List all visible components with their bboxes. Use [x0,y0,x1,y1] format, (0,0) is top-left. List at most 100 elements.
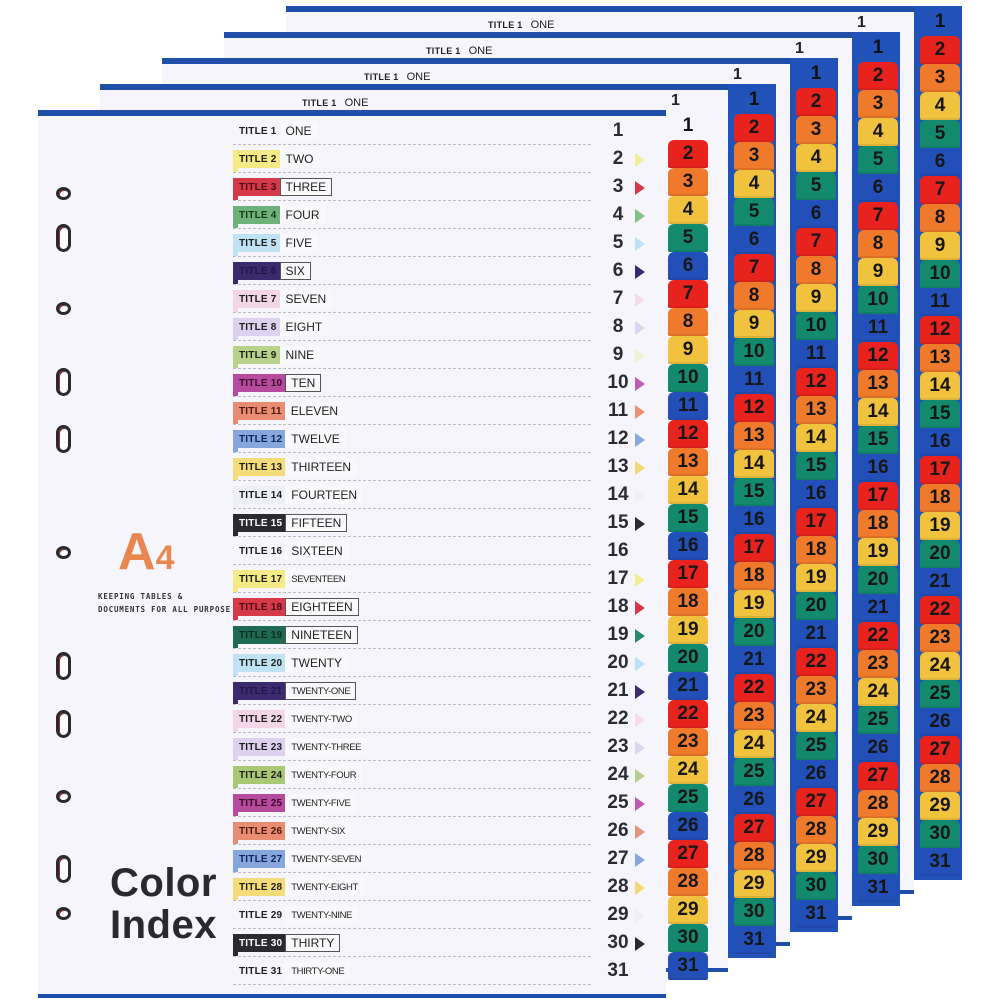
index-row[interactable]: TITLE 13 THIRTEEN 13 [231,454,661,482]
tab-11[interactable]: 11 [734,366,774,394]
tab-22[interactable]: 22 [734,674,774,702]
title-name[interactable]: EIGHT [279,318,329,336]
tab-11[interactable]: 11 [920,288,960,316]
tab-9[interactable]: 9 [668,336,708,364]
tab-21[interactable]: 21 [796,620,836,648]
index-row[interactable]: TITLE 21 TWENTY-ONE 21 [231,678,661,706]
tab-27[interactable]: 27 [858,762,898,790]
tab-2[interactable]: 2 [920,36,960,64]
tab-3[interactable]: 3 [858,90,898,118]
index-row[interactable]: TITLE 25 TWENTY-FIVE 25 [231,790,661,818]
tab-7[interactable]: 7 [920,176,960,204]
title-name[interactable]: TWENTY-TWO [285,710,358,728]
tab-28[interactable]: 28 [796,816,836,844]
tab-9[interactable]: 9 [858,258,898,286]
tab-28[interactable]: 28 [858,790,898,818]
tab-13[interactable]: 13 [920,344,960,372]
tab-17[interactable]: 17 [734,534,774,562]
title-name[interactable]: TWENTY-EIGHT [285,878,364,896]
tab-24[interactable]: 24 [668,756,708,784]
tab-17[interactable]: 17 [920,456,960,484]
tab-1[interactable]: 1 [872,37,884,58]
tab-26[interactable]: 26 [668,812,708,840]
title-name[interactable]: SIX [279,262,311,280]
index-row[interactable]: TITLE 2 TWO 2 [231,146,661,174]
tab-12[interactable]: 12 [858,342,898,370]
tab-23[interactable]: 23 [668,728,708,756]
tab-25[interactable]: 25 [858,706,898,734]
index-row[interactable]: TITLE 3 THREE 3 [231,174,661,202]
tab-26[interactable]: 26 [858,734,898,762]
tab-16[interactable]: 16 [668,532,708,560]
tab-9[interactable]: 9 [796,284,836,312]
tab-18[interactable]: 18 [668,588,708,616]
tab-28[interactable]: 28 [920,764,960,792]
tab-28[interactable]: 28 [668,868,708,896]
index-row[interactable]: TITLE 23 TWENTY-THREE 23 [231,734,661,762]
index-row[interactable]: TITLE 30 THIRTY 30 [231,930,661,958]
tab-5[interactable]: 5 [858,146,898,174]
tab-8[interactable]: 8 [734,282,774,310]
tab-15[interactable]: 15 [858,426,898,454]
tab-6[interactable]: 6 [858,174,898,202]
tab-23[interactable]: 23 [734,702,774,730]
tab-10[interactable]: 10 [920,260,960,288]
index-row[interactable]: TITLE 22 TWENTY-TWO 22 [231,706,661,734]
tab-8[interactable]: 8 [858,230,898,258]
tab-25[interactable]: 25 [668,784,708,812]
tab-26[interactable]: 26 [734,786,774,814]
tab-11[interactable]: 11 [796,340,836,368]
title-name[interactable]: THIRTY [285,934,341,952]
index-row[interactable]: TITLE 27 TWENTY-SEVEN 27 [231,846,661,874]
tab-4[interactable]: 4 [858,118,898,146]
tab-31[interactable]: 31 [858,874,898,902]
tab-7[interactable]: 7 [668,280,708,308]
title-name[interactable]: THIRTY-ONE [285,962,351,980]
tab-2[interactable]: 2 [858,62,898,90]
title-name[interactable]: NINE [279,346,321,364]
title-name[interactable]: TWELVE [285,430,346,448]
tab-12[interactable]: 12 [668,420,708,448]
tab-23[interactable]: 23 [858,650,898,678]
tab-29[interactable]: 29 [796,844,836,872]
tab-10[interactable]: 10 [796,312,836,340]
tab-6[interactable]: 6 [668,252,708,280]
title-name[interactable]: TWENTY-ONE [285,682,357,700]
tab-6[interactable]: 6 [734,226,774,254]
title-name[interactable]: FIFTEEN [285,514,348,532]
title-name[interactable]: TWENTY-NINE [285,906,358,924]
tab-25[interactable]: 25 [920,680,960,708]
tab-24[interactable]: 24 [796,704,836,732]
title-name[interactable]: ELEVEN [284,402,345,420]
tab-22[interactable]: 22 [920,596,960,624]
tab-22[interactable]: 22 [668,700,708,728]
tab-28[interactable]: 28 [734,842,774,870]
tab-30[interactable]: 30 [920,820,960,848]
tab-20[interactable]: 20 [858,566,898,594]
tab-15[interactable]: 15 [920,400,960,428]
tab-19[interactable]: 19 [668,616,708,644]
title-name[interactable]: THIRTEEN [285,458,358,476]
tab-4[interactable]: 4 [920,92,960,120]
tab-29[interactable]: 29 [920,792,960,820]
tab-7[interactable]: 7 [796,228,836,256]
tab-2[interactable]: 2 [734,114,774,142]
tab-12[interactable]: 12 [796,368,836,396]
tab-1[interactable]: 1 [682,115,694,136]
index-row[interactable]: TITLE 4 FOUR 4 [231,202,661,230]
tab-21[interactable]: 21 [668,672,708,700]
index-row[interactable]: TITLE 14 FOURTEEN 14 [231,482,661,510]
tab-24[interactable]: 24 [858,678,898,706]
tab-14[interactable]: 14 [920,372,960,400]
tab-8[interactable]: 8 [920,204,960,232]
tab-13[interactable]: 13 [734,422,774,450]
tab-6[interactable]: 6 [796,200,836,228]
tab-18[interactable]: 18 [858,510,898,538]
tab-20[interactable]: 20 [920,540,960,568]
index-row[interactable]: TITLE 20 TWENTY 20 [231,650,661,678]
tab-3[interactable]: 3 [920,64,960,92]
tab-16[interactable]: 16 [858,454,898,482]
index-row[interactable]: TITLE 5 FIVE 5 [231,230,661,258]
index-row[interactable]: TITLE 11 ELEVEN 11 [231,398,661,426]
title-name[interactable]: TWENTY-FOUR [285,766,363,784]
